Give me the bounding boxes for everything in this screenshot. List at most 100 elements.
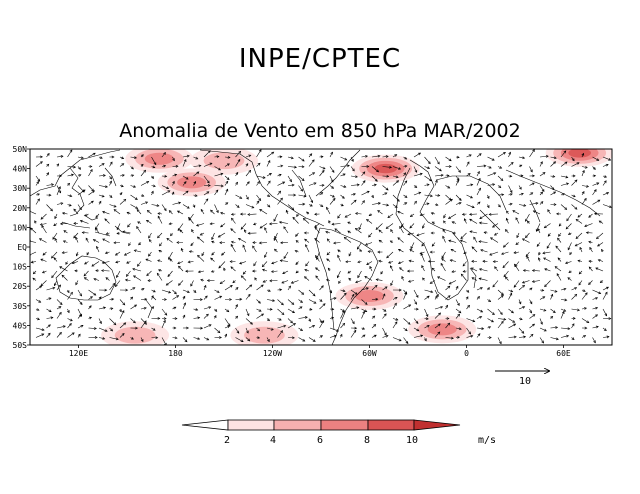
wind-vector (67, 182, 71, 186)
wind-vector (151, 190, 154, 196)
wind-vector (156, 272, 163, 281)
wind-vector (434, 295, 438, 300)
wind-vector (203, 150, 211, 158)
wind-vector (245, 204, 255, 209)
wind-vector (192, 204, 196, 208)
wind-vector (136, 226, 142, 234)
wind-vector (151, 316, 161, 320)
wind-vector (56, 311, 62, 319)
wind-vector (466, 318, 476, 323)
wind-vector (253, 222, 257, 226)
wind-vector (494, 266, 499, 272)
wind-vector (319, 166, 326, 170)
wind-vector (581, 191, 585, 196)
wind-vector (193, 289, 197, 293)
wind-vector (67, 332, 75, 338)
wind-vector (130, 326, 139, 330)
wind-vector (487, 165, 492, 169)
wind-vector (476, 164, 487, 168)
wind-vector (371, 202, 381, 205)
wind-vector (409, 213, 415, 218)
wind-vector (256, 200, 260, 205)
wind-vector (266, 289, 271, 292)
wind-vector (242, 270, 247, 275)
wind-vector (172, 336, 178, 340)
wind-vector (319, 285, 324, 291)
wind-vector (340, 310, 345, 319)
wind-vector (266, 318, 270, 322)
wind-vector (424, 166, 431, 170)
wind-vector (77, 204, 82, 211)
wind-vector (382, 203, 390, 207)
wind-vector (235, 297, 243, 301)
wind-vector (471, 259, 478, 263)
wind-vector (252, 241, 257, 244)
wind-vector (329, 166, 335, 173)
wind-vector (410, 242, 415, 250)
wind-vector (463, 251, 467, 255)
wind-vector (529, 287, 533, 291)
wind-vector (476, 308, 484, 313)
wind-vector (392, 297, 398, 300)
wind-vector (170, 232, 173, 237)
wind-vector (470, 267, 478, 272)
wind-vector (560, 182, 570, 186)
wind-vector (30, 227, 37, 234)
wind-vector (602, 335, 610, 339)
wind-vector (539, 288, 545, 292)
wind-vector (455, 175, 460, 181)
wind-vector (119, 322, 127, 329)
anomaly-contour (374, 163, 397, 174)
wind-vector (476, 187, 481, 196)
wind-vector (571, 194, 576, 198)
wind-vector (455, 285, 459, 291)
wind-vector (592, 337, 596, 344)
wind-vector (203, 324, 212, 329)
wind-vector (416, 232, 425, 237)
wind-vector (229, 260, 236, 263)
wind-vector (245, 169, 252, 177)
wind-vector (403, 156, 408, 160)
wind-vector (434, 331, 441, 338)
wind-vector (392, 318, 399, 321)
wind-vector (298, 289, 305, 295)
wind-vector (308, 203, 313, 207)
wind-vector (132, 267, 142, 272)
wind-vector (266, 159, 271, 167)
wind-vector (478, 277, 488, 281)
wind-vector (46, 163, 50, 167)
wind-vector (298, 316, 308, 319)
wind-vector (556, 212, 562, 216)
wind-vector (161, 319, 166, 329)
wind-vector (571, 337, 575, 341)
wind-vector (35, 193, 40, 196)
wind-vector (130, 174, 135, 178)
wind-vector (240, 275, 247, 281)
wind-vector (531, 280, 541, 283)
wind-vector (133, 249, 142, 253)
wind-vector (98, 163, 105, 167)
wind-vector (56, 174, 63, 178)
wind-vector (329, 327, 340, 332)
wind-vector (56, 299, 63, 306)
wind-vector (354, 227, 362, 234)
wind-vector (434, 156, 440, 165)
wind-vector (56, 163, 60, 167)
wind-vector (585, 231, 593, 235)
wind-vector (371, 154, 381, 158)
wind-vector (277, 288, 283, 292)
map-title: Anomalia de Vento em 850 hPa MAR/2002 (119, 120, 521, 142)
wind-vector (172, 201, 182, 205)
wind-vector (487, 299, 492, 303)
wind-vector (378, 229, 383, 234)
wind-vector (287, 299, 295, 305)
wind-vector (46, 316, 54, 320)
wind-vector (151, 336, 159, 340)
wind-vector (361, 308, 368, 313)
colorbar-high-tip (413, 419, 461, 431)
wind-vector (145, 219, 152, 224)
wind-vector (172, 295, 180, 300)
wind-vector (277, 190, 282, 196)
wind-vector (73, 221, 79, 225)
wind-vector (67, 194, 73, 198)
